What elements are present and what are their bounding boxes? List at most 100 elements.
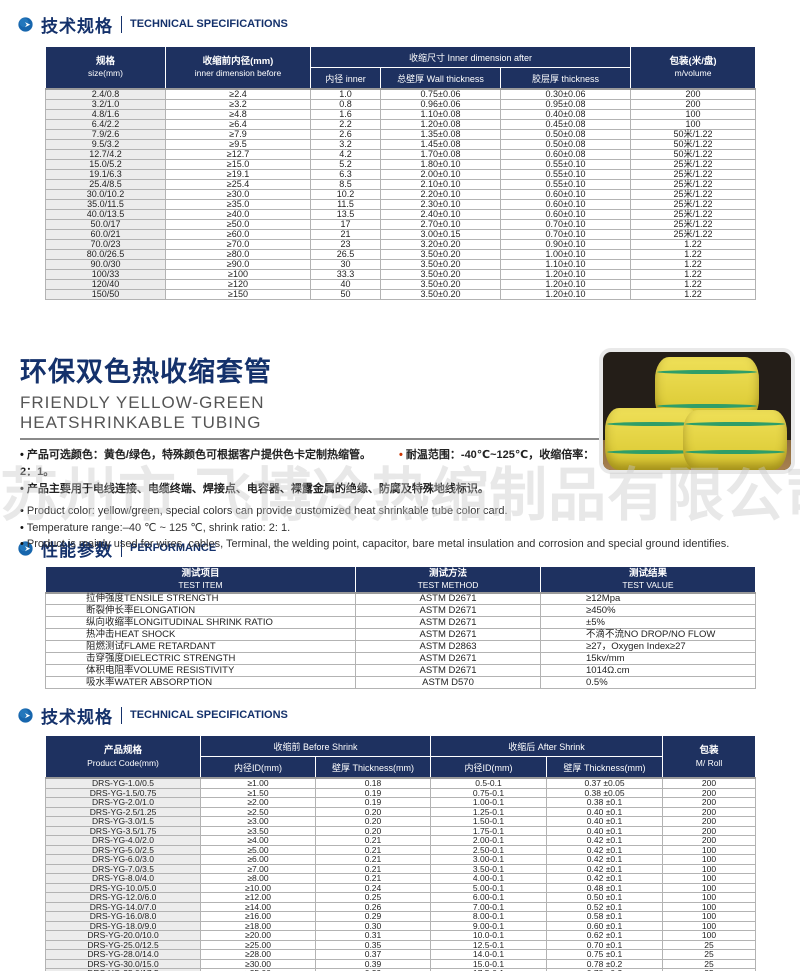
table-cell: 120/40	[45, 279, 166, 290]
table-cell: ≥15.0	[165, 159, 311, 170]
table-cell: 33.3	[310, 269, 381, 280]
col-header-wall: 总壁厚 Wall thickness	[380, 67, 501, 90]
table-cell: 1.20±0.10	[499, 289, 632, 300]
col-header-after-id: 内径ID(mm)	[430, 756, 547, 779]
table-cell: 2.40±0.10	[380, 209, 501, 220]
table-cell: 0.5%	[540, 676, 756, 690]
table-cell: 21	[310, 229, 381, 240]
tubing-roll	[683, 410, 787, 470]
table-row: 热冲击HEAT SHOCK ASTM D2671 不滴不流NO DROP/NO FL…	[45, 628, 756, 642]
table-cell: 12.7/4.2	[45, 149, 166, 160]
product-subtitle-line2: HEATSHRINKABLE TUBING	[20, 412, 262, 432]
table-cell: 2.70±0.10	[380, 219, 501, 230]
bullet-cn-usage: 产品主要用于电线连接、电缆终端、焊接点、电容器、裸露金属的绝缘、防腐及特殊地线标…	[20, 481, 610, 498]
table-cell: 1.35±0.08	[380, 129, 501, 140]
table-cell: ≥60.0	[165, 229, 311, 240]
table-row: DRS-YG-35.0/17.5≥35.000.3917.5-0.10.78 ±…	[45, 968, 756, 971]
table-cell: 0.37 ±0.05	[546, 777, 663, 789]
bullet-cn-colors: 产品可选颜色：黄色/绿色，特殊颜色可根据客户提供色卡定制热缩管。耐温范围：-40…	[20, 449, 594, 478]
table-cell: 5.2	[310, 159, 381, 170]
table-row: 纵向收缩率LONGITUDINAL SHRINK RATIO ASTM D2671…	[45, 616, 756, 630]
table-cell: 1.0	[310, 88, 381, 100]
table-cell: 吸水率WATER ABSORPTION	[45, 676, 356, 690]
green-stripe	[685, 422, 785, 426]
table-cell: 0.55±0.10	[499, 179, 632, 190]
section-title-en: PERFORMANCE	[121, 540, 216, 557]
section-title-cn: 技术规格	[41, 17, 113, 36]
table-cell: ≥3.2	[165, 99, 311, 110]
table-cell: 100/33	[45, 269, 166, 280]
table-cell: 2.20±0.10	[380, 189, 501, 200]
table-cell: 70.0/23	[45, 239, 166, 250]
spec-table-1-header: 规格 size(mm) 收缩前内径(mm) inner dimension be…	[45, 46, 757, 90]
table-cell: 26.5	[310, 249, 381, 260]
table-cell: 4.8/1.6	[45, 109, 166, 120]
table-cell: ≥27，Oxygen Index≥27	[540, 640, 756, 654]
table-cell: 0.90±0.10	[499, 239, 632, 250]
table-cell: 50	[310, 289, 381, 300]
table-cell: 断裂伸长率ELONGATION	[45, 604, 356, 618]
green-stripe	[606, 450, 700, 454]
performance-table-body: 拉伸强度TENSILE STRENGTH ASTM D2671 ≥12Mpa 断裂伸长…	[45, 591, 756, 690]
product-bullets-cn: 产品可选颜色：黄色/绿色，特殊颜色可根据客户提供色卡定制热缩管。耐温范围：-40…	[20, 447, 610, 498]
table-cell: 1.20±0.10	[499, 279, 632, 290]
table-cell: 1.45±0.08	[380, 139, 501, 150]
table-cell: 击穿强度DIELECTRIC STRENGTH	[45, 652, 356, 666]
table-row: DRS-YG-4.0/2.0 ≥4.00 0.21 2.00-0.1 0.42 ±0.1…	[45, 835, 756, 846]
table-cell: 50米/1.22	[630, 149, 757, 160]
table-cell: 25米/1.22	[630, 189, 757, 200]
table-row: 12.7/4.2 ≥12.7 4.2 1.70±0.08 0.60±0.08 50米/1.…	[45, 149, 757, 160]
table-row: 2.4/0.8 ≥2.4 1.0 0.75±0.06 0.30±0.06 200	[45, 88, 757, 100]
table-cell: 1.22	[630, 259, 757, 270]
table-cell: ASTM D2671	[355, 664, 541, 678]
col-header-before: 收缩前内径(mm) inner dimension before	[165, 46, 311, 90]
table-row: 7.9/2.6 ≥7.9 2.6 1.35±0.08 0.50±0.08 50米/1.22	[45, 129, 757, 140]
table-cell: 1.70±0.08	[380, 149, 501, 160]
table-cell: 0.50±0.08	[499, 139, 632, 150]
table-row: 拉伸强度TENSILE STRENGTH ASTM D2671 ≥12Mpa	[45, 591, 756, 606]
table-cell: 0.40±0.08	[499, 109, 632, 120]
table-cell: 15.0/5.2	[45, 159, 166, 170]
table-row: DRS-YG-3.5/1.75 ≥3.50 0.20 1.75-0.1 0.40 ±0.…	[45, 825, 756, 837]
table-cell: 23	[310, 239, 381, 250]
spec-table-2-body: DRS-YG-1.0/0.5 ≥1.00 0.18 0.5-0.1 0.37 ±0.05…	[45, 777, 756, 971]
table-cell: 2.6	[310, 129, 381, 140]
table-row: 30.0/10.2 ≥30.0 10.2 2.20±0.10 0.60±0.10 25米/…	[45, 189, 757, 200]
table-cell: 200	[630, 88, 757, 100]
product-section: 环保双色热收缩套管 FRIENDLY YELLOW-GREEN HEATSHRI…	[20, 348, 795, 550]
table-cell: 纵向收缩率LONGITUDINAL SHRINK RATIO	[45, 616, 356, 630]
table-cell: 25米/1.22	[630, 219, 757, 230]
section-header-spec1: 技术规格 TECHNICAL SPECIFICATIONS	[18, 0, 800, 37]
table-cell: ±5%	[540, 616, 756, 630]
table-cell: 0.96±0.06	[380, 99, 501, 110]
spec-table-2: 产品规格 Product Code(mm) 收缩前 Before Shrink …	[45, 735, 756, 971]
product-bullets-en: Product color: yellow/green, special col…	[20, 503, 800, 553]
performance-table-header: 测试项目 TEST ITEM 测试方法 TEST METHOD 测试结果 TES…	[45, 565, 756, 594]
table-cell: 3.2	[310, 139, 381, 150]
table-cell: ≥12Mpa	[540, 591, 756, 606]
table-cell: ≥50.0	[165, 219, 311, 230]
table-row: DRS-YG-25.0/12.5 ≥25.00 0.35 12.5-0.1 0.70 ±…	[45, 939, 756, 951]
table-row: DRS-YG-16.0/8.0 ≥16.00 0.29 8.00-0.1 0.58 ±0…	[45, 911, 756, 922]
table-cell: 30	[310, 259, 381, 270]
table-cell: ASTM D2671	[355, 616, 541, 630]
table-cell: 90.0/30	[45, 259, 166, 270]
table-cell: 0.60±0.08	[499, 149, 632, 160]
table-cell: 200	[662, 777, 756, 789]
table-cell: 50米/1.22	[630, 129, 757, 140]
spec-table-1-body: 2.4/0.8 ≥2.4 1.0 0.75±0.06 0.30±0.06 200 3.2/1…	[45, 88, 757, 300]
table-row: 19.1/6.3 ≥19.1 6.3 2.00±0.10 0.55±0.10 25米/1.…	[45, 169, 757, 180]
table-cell: 0.70±0.10	[499, 219, 632, 230]
table-cell: 0.70±0.10	[499, 229, 632, 240]
col-header-before-id: 内径ID(mm)	[200, 756, 316, 779]
table-row: DRS-YG-28.0/14.0 ≥28.00 0.37 14.0-0.1 0.75 ±…	[45, 949, 756, 960]
table-cell: ASTM D2671	[355, 604, 541, 618]
col-header-after-group: 收缩后 After Shrink	[430, 735, 663, 758]
table-cell: ≥35.0	[165, 199, 311, 210]
table-row: 100/33 ≥100 33.3 3.50±0.20 1.20±0.10 1.22	[45, 269, 757, 280]
table-row: 阻燃测试FLAME RETARDANT ASTM D2863 ≥27，Oxygen …	[45, 640, 756, 654]
table-cell: 7.9/2.6	[45, 129, 166, 140]
table-cell: 0.60±0.10	[499, 209, 632, 220]
green-stripe	[606, 422, 700, 426]
table-cell: 1.22	[630, 289, 757, 300]
